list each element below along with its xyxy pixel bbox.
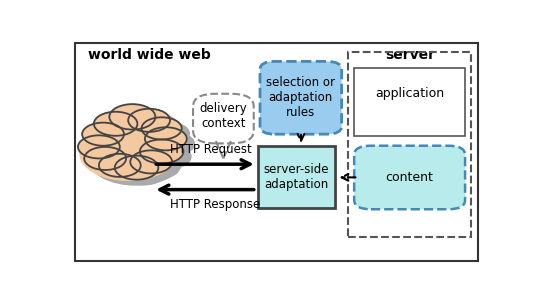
Text: content: content: [386, 171, 434, 184]
FancyBboxPatch shape: [354, 68, 465, 136]
Circle shape: [128, 109, 170, 132]
Circle shape: [117, 109, 163, 135]
Circle shape: [82, 123, 124, 146]
Text: selection or
adaptation
rules: selection or adaptation rules: [266, 76, 335, 119]
Text: server: server: [386, 47, 436, 61]
Text: delivery
context: delivery context: [199, 102, 247, 130]
FancyBboxPatch shape: [260, 61, 342, 134]
Circle shape: [78, 135, 120, 158]
Circle shape: [141, 117, 182, 140]
Circle shape: [106, 159, 148, 182]
Circle shape: [152, 132, 194, 155]
Text: HTTP Response: HTTP Response: [170, 198, 260, 211]
Circle shape: [90, 128, 132, 151]
Text: HTTP Request: HTTP Request: [170, 143, 252, 156]
Circle shape: [109, 104, 156, 130]
Circle shape: [147, 145, 191, 169]
Circle shape: [84, 147, 126, 170]
Circle shape: [140, 140, 184, 164]
Circle shape: [85, 140, 127, 164]
Circle shape: [145, 127, 187, 150]
FancyBboxPatch shape: [75, 43, 478, 261]
Circle shape: [115, 156, 158, 180]
Text: server-side
adaptation: server-side adaptation: [264, 163, 329, 191]
Text: world wide web: world wide web: [89, 47, 211, 61]
FancyBboxPatch shape: [258, 146, 335, 208]
Circle shape: [99, 154, 141, 177]
Circle shape: [102, 117, 145, 141]
Circle shape: [80, 127, 176, 180]
Circle shape: [136, 114, 178, 137]
FancyBboxPatch shape: [193, 94, 254, 143]
Circle shape: [138, 155, 180, 178]
FancyBboxPatch shape: [354, 146, 465, 209]
Circle shape: [94, 112, 137, 136]
Circle shape: [92, 152, 133, 175]
Circle shape: [89, 133, 183, 185]
Circle shape: [130, 150, 172, 173]
Circle shape: [149, 122, 190, 145]
Text: application: application: [375, 87, 444, 100]
Circle shape: [123, 161, 166, 185]
